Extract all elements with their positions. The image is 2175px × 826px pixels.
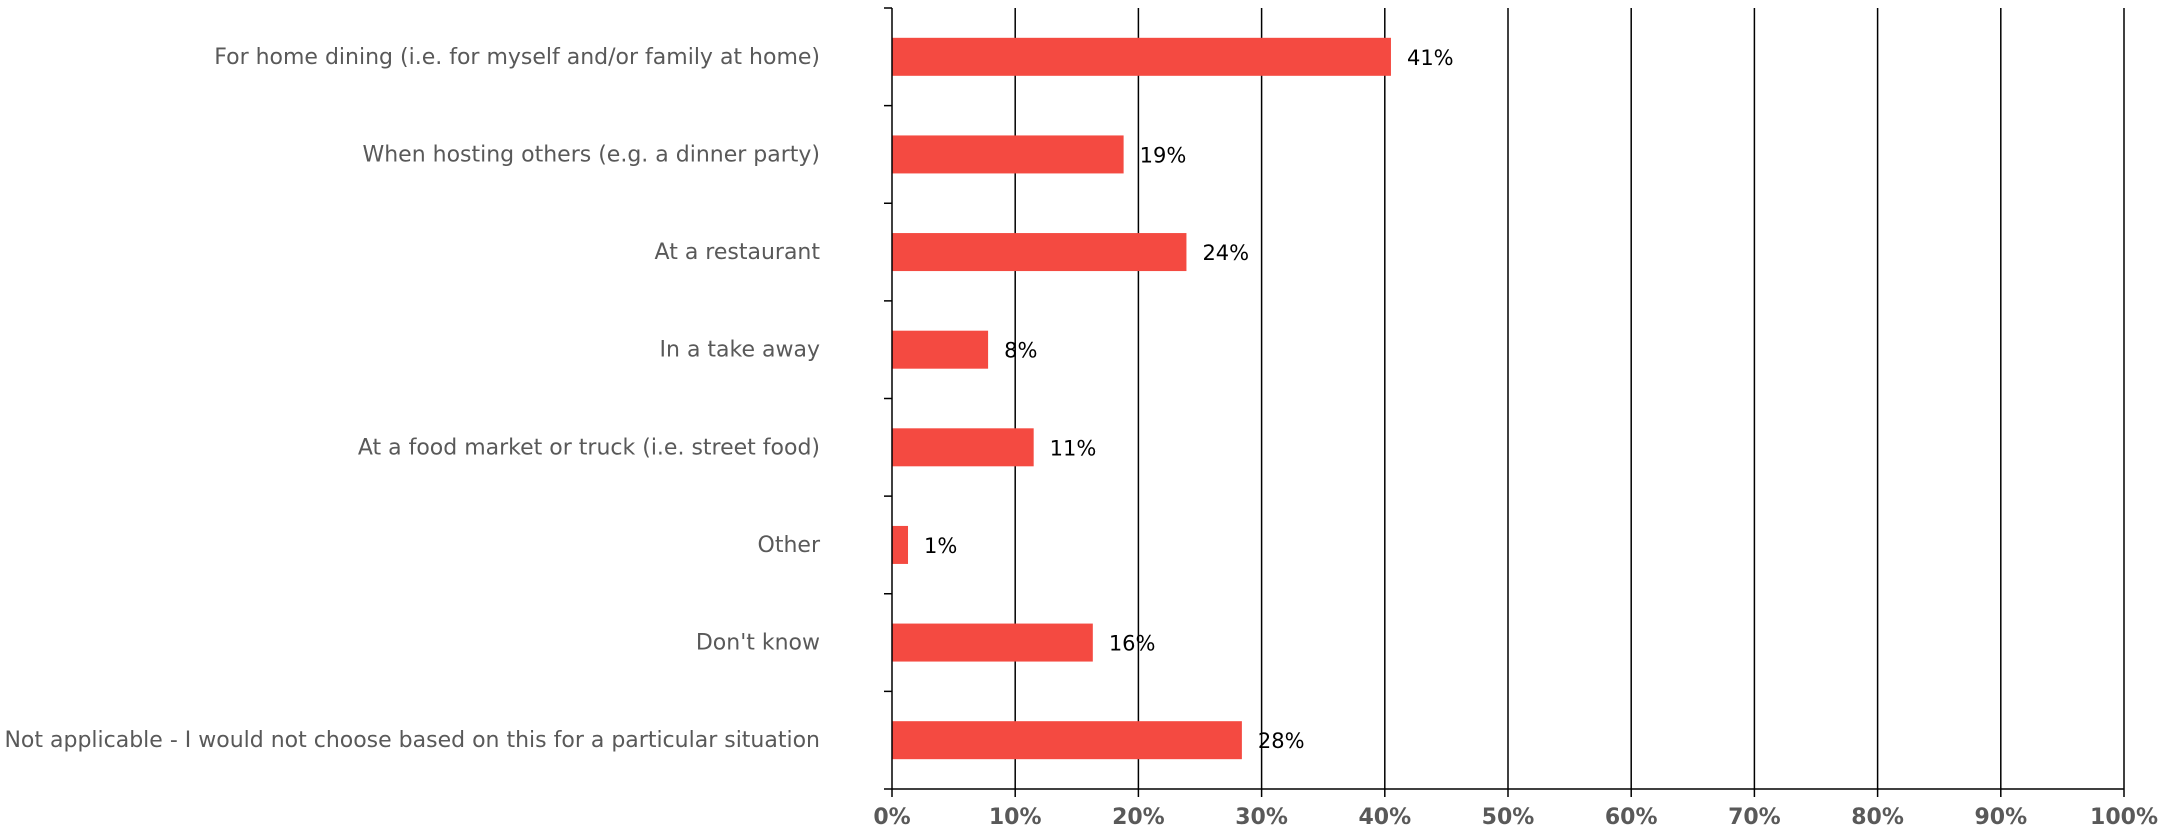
data-label: 8% — [1004, 339, 1037, 363]
bars — [892, 37, 1391, 760]
x-tick-label: 70% — [1728, 805, 1781, 826]
data-label: 28% — [1258, 729, 1305, 753]
gridlines — [1014, 8, 2125, 789]
x-tick-label: 90% — [1974, 805, 2027, 826]
bar — [892, 135, 1124, 174]
category-label: When hosting others (e.g. a dinner party… — [362, 142, 820, 167]
bar — [892, 37, 1391, 76]
axes — [884, 7, 2125, 797]
bar — [892, 428, 1034, 467]
x-tick-label: 20% — [1112, 805, 1165, 826]
x-tick-label: 60% — [1605, 805, 1658, 826]
data-label: 16% — [1109, 632, 1156, 656]
category-label: At a food market or truck (i.e. street f… — [358, 435, 820, 460]
category-label: At a restaurant — [655, 240, 821, 265]
bar — [892, 525, 909, 564]
data-label: 19% — [1140, 143, 1187, 167]
bar — [892, 330, 989, 369]
category-label: In a take away — [660, 338, 820, 363]
bar — [892, 623, 1093, 662]
category-labels: For home dining (i.e. for myself and/or … — [4, 45, 820, 753]
x-tick-label: 80% — [1851, 805, 1904, 826]
data-label: 11% — [1050, 436, 1097, 460]
x-tick-label: 50% — [1482, 805, 1535, 826]
x-tick-label: 30% — [1235, 805, 1288, 826]
data-label: 24% — [1202, 241, 1249, 265]
category-label: Not applicable - I would not choose base… — [4, 728, 820, 753]
data-label: 41% — [1407, 46, 1454, 70]
bar — [892, 721, 1242, 760]
x-tick-labels: 0% 10% 20% 30% 40% 50% 60% 70% 80% 90% 100% — [873, 805, 2158, 826]
category-label: Other — [758, 533, 821, 558]
data-label: 1% — [924, 534, 957, 558]
x-tick-label: 40% — [1358, 805, 1411, 826]
x-tick-label: 10% — [989, 805, 1042, 826]
x-tick-label: 100% — [2090, 805, 2158, 826]
bar — [892, 233, 1187, 272]
category-label: Don't know — [696, 631, 820, 656]
category-label: For home dining (i.e. for myself and/or … — [214, 45, 820, 70]
data-labels: 41% 19% 24% 8% 11% 1% 16% 28% — [924, 46, 1454, 753]
x-tick-label: 0% — [873, 805, 910, 826]
